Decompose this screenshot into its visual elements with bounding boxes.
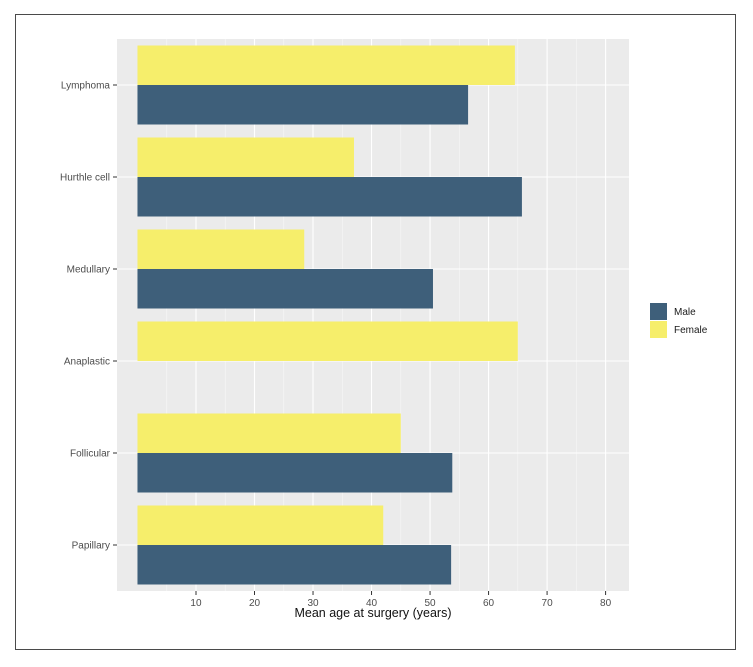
x-tick-label: 60	[483, 598, 495, 609]
bar-female-follicular	[137, 413, 401, 453]
legend: Male Female	[650, 303, 708, 338]
bar-male-papillary	[137, 545, 452, 585]
bar-male-lymphoma	[137, 85, 469, 125]
y-tick-label: Medullary	[67, 265, 110, 276]
y-tick-label: Follicular	[70, 449, 111, 460]
x-axis-title: Mean age at surgery (years)	[294, 606, 451, 620]
y-tick-label: Hurthle cell	[60, 173, 110, 184]
bar-female-anaplastic	[137, 321, 518, 361]
x-tick-label: 30	[307, 598, 319, 609]
x-tick-label: 40	[366, 598, 378, 609]
bar-female-medullary	[137, 229, 305, 269]
y-axis: Lymphoma Hurthle cell Medullary Anaplastic F…	[60, 81, 117, 552]
x-tick-label: 10	[190, 598, 202, 609]
bars	[137, 45, 522, 585]
bar-female-hurthle-cell	[137, 137, 354, 177]
legend-key-female	[650, 321, 667, 338]
x-tick-label: 20	[249, 598, 261, 609]
legend-label-male: Male	[674, 307, 696, 318]
legend-label-female: Female	[674, 325, 708, 336]
y-tick-label: Papillary	[72, 541, 110, 552]
x-axis: 10 20 30 40 50 60 70 80	[190, 591, 612, 609]
bar-female-lymphoma	[137, 45, 515, 85]
plot-panel	[117, 39, 629, 591]
bar-female-papillary	[137, 505, 384, 545]
x-tick-label: 50	[424, 598, 436, 609]
y-tick-label: Lymphoma	[61, 81, 111, 92]
bar-male-follicular	[137, 453, 453, 493]
x-tick-label: 80	[600, 598, 612, 609]
bar-male-hurthle-cell	[137, 177, 522, 217]
legend-key-male	[650, 303, 667, 320]
x-tick-label: 70	[542, 598, 554, 609]
y-tick-label: Anaplastic	[64, 357, 110, 368]
bar-male-medullary	[137, 269, 433, 309]
